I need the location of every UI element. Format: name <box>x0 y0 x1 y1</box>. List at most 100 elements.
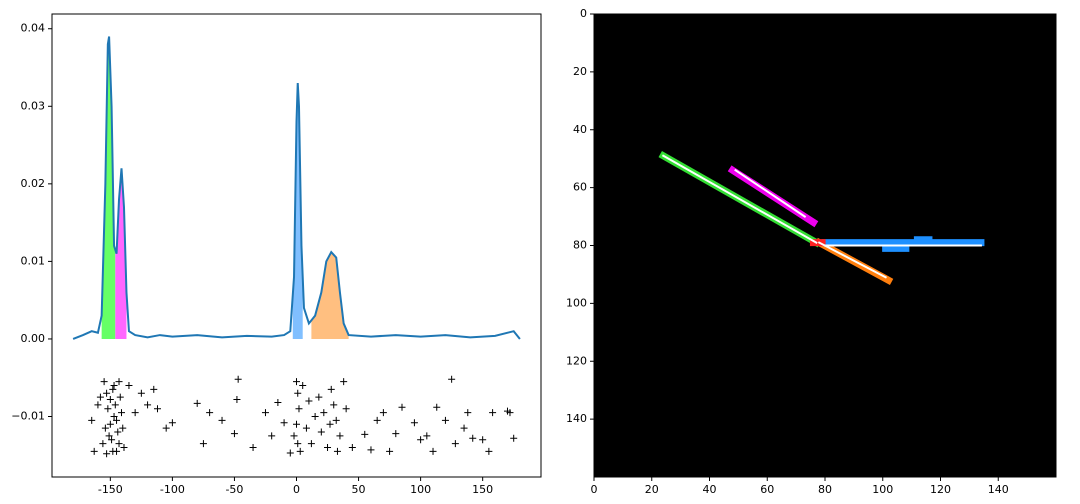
scatter-point <box>274 399 282 407</box>
scatter-point <box>115 378 123 386</box>
scatter-point <box>94 401 102 409</box>
scatter-point <box>294 389 302 397</box>
y-tick-label: 0.01 <box>21 254 46 267</box>
scatter-point <box>373 416 381 424</box>
scatter-point <box>286 449 294 457</box>
scatter-point <box>113 447 121 455</box>
scatter-point <box>429 447 437 455</box>
x-tick-label: 140 <box>988 483 1009 496</box>
axes-frame <box>593 13 1057 478</box>
y-tick-label: 80 <box>573 239 587 252</box>
scatter-point <box>99 440 107 448</box>
scatter-point <box>113 416 121 424</box>
x-tick-label: 120 <box>930 483 951 496</box>
y-tick-label: 120 <box>566 354 587 367</box>
y-tick-label: 140 <box>566 412 587 425</box>
scatter-point <box>324 444 332 452</box>
x-tick-label: 100 <box>410 483 431 496</box>
scatter-point <box>333 447 341 455</box>
scatter-point <box>330 401 338 409</box>
scatter-point <box>115 440 123 448</box>
scatter-point <box>106 395 114 403</box>
scatter-point <box>398 403 406 411</box>
scatter-point <box>305 397 313 405</box>
scatter-point <box>340 378 348 386</box>
density-fill <box>311 252 349 339</box>
scatter-point <box>280 419 288 427</box>
x-tick-label: -50 <box>225 483 243 496</box>
scatter-point <box>110 413 118 421</box>
scatter-point <box>293 378 300 386</box>
scatter-point <box>367 446 375 454</box>
scatter-point <box>327 385 335 393</box>
scatter-point <box>144 401 152 409</box>
density-fill <box>101 36 116 339</box>
scatter-point <box>433 403 441 411</box>
y-tick-label: 40 <box>573 123 587 136</box>
x-tick-label: 80 <box>818 483 832 496</box>
y-tick-label: −0.01 <box>11 410 45 423</box>
x-tick-label: 40 <box>703 483 717 496</box>
scatter-point <box>100 378 108 386</box>
scatter-point <box>485 447 493 455</box>
scatter-point <box>233 395 241 403</box>
scatter-point <box>295 405 303 413</box>
y-tick-label: 100 <box>566 296 587 309</box>
y-tick-label: 0.02 <box>21 177 46 190</box>
scatter-point <box>104 405 112 413</box>
scatter-point <box>88 416 96 424</box>
scatter-point <box>317 428 325 436</box>
x-tick-label: 100 <box>872 483 893 496</box>
scatter-point <box>307 440 315 448</box>
scatter-point <box>342 405 350 413</box>
fit-line <box>734 168 807 218</box>
fit-line <box>817 241 887 279</box>
scatter-point <box>111 401 119 409</box>
scatter-point <box>120 444 128 452</box>
scatter-point <box>101 424 109 432</box>
scatter-point <box>116 393 124 401</box>
scatter-point <box>392 430 400 438</box>
scatter-point <box>290 432 298 440</box>
x-tick-label: 150 <box>472 483 493 496</box>
scatter-point <box>510 434 518 442</box>
scatter-point <box>261 409 269 417</box>
scatter-point <box>108 436 116 444</box>
x-tick-label: 50 <box>352 483 366 496</box>
x-tick-label: 20 <box>645 483 659 496</box>
scatter-point <box>379 409 387 417</box>
scatter-point <box>168 419 176 427</box>
y-tick-label: 0.03 <box>21 99 46 112</box>
scatter-point <box>249 444 257 452</box>
y-tick-label: 60 <box>573 181 587 194</box>
y-tick-label: 0.00 <box>21 332 46 345</box>
scatter-point <box>103 450 111 458</box>
scatter-point <box>230 430 238 438</box>
scatter-point <box>119 424 127 432</box>
scatter-point <box>302 424 310 432</box>
scatter-point <box>114 428 122 436</box>
scatter-point <box>326 420 334 428</box>
scatter-point <box>110 381 118 389</box>
density-line <box>72 36 521 340</box>
scatter-point <box>311 413 319 421</box>
y-tick-label: 20 <box>573 65 587 78</box>
density-fill <box>292 83 303 339</box>
scatter-point <box>218 416 226 424</box>
scatter-point <box>125 381 133 389</box>
x-tick-label: 60 <box>760 483 774 496</box>
scatter-point <box>336 432 344 440</box>
scatter-point <box>441 416 449 424</box>
scatter-point <box>199 440 207 448</box>
scatter-point <box>90 447 98 455</box>
scatter-point <box>320 409 328 417</box>
scatter-point <box>137 389 145 397</box>
scatter-point <box>348 444 356 452</box>
scatter-point <box>118 409 126 417</box>
scatter-point <box>460 424 468 432</box>
scatter-point <box>105 432 113 440</box>
scatter-point <box>451 440 459 448</box>
scatter-point <box>332 416 340 424</box>
x-tick-label: 0 <box>591 483 598 496</box>
